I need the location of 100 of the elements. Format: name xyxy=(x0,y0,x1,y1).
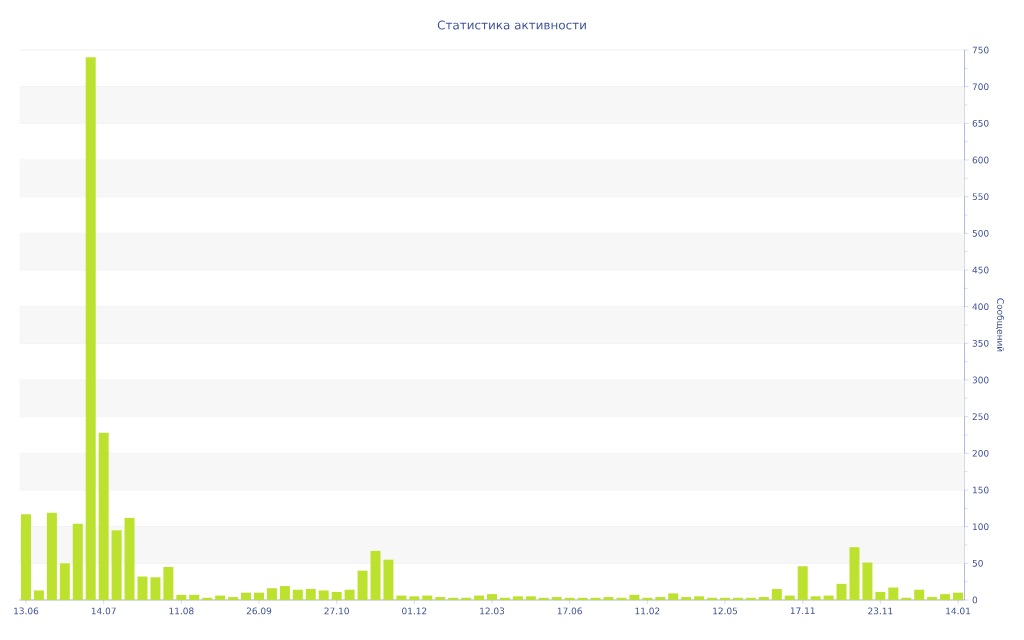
bar xyxy=(512,596,523,600)
bar xyxy=(176,594,187,600)
bar xyxy=(590,597,601,600)
y-tick-label: 150 xyxy=(973,486,989,494)
bar xyxy=(279,586,290,600)
bar xyxy=(642,597,653,600)
bar xyxy=(266,588,277,600)
bar xyxy=(111,530,122,600)
y-tick-label: 50 xyxy=(972,559,983,567)
y-tick-label: 100 xyxy=(973,523,989,531)
bar xyxy=(836,583,847,600)
bar xyxy=(370,550,381,600)
bar xyxy=(616,597,627,600)
bar xyxy=(901,597,912,600)
x-tick-label: 14.07 xyxy=(91,607,116,615)
chart-title: Статистика активности xyxy=(437,20,586,30)
bar xyxy=(499,597,510,600)
bar xyxy=(564,597,575,600)
bar xyxy=(331,591,342,600)
bar xyxy=(940,594,951,600)
bar xyxy=(422,595,433,600)
bar xyxy=(46,512,57,600)
bar xyxy=(461,597,472,600)
bar xyxy=(396,595,407,600)
x-tick-label: 23.11 xyxy=(868,607,893,615)
x-tick-label: 11.08 xyxy=(169,607,194,615)
y-tick-label: 650 xyxy=(972,119,989,127)
y-tick-label: 300 xyxy=(972,376,989,384)
bar xyxy=(344,589,355,600)
bar xyxy=(681,597,692,600)
bar xyxy=(241,592,252,600)
bar xyxy=(474,595,485,600)
y-tick-label: 250 xyxy=(972,413,989,421)
bar xyxy=(655,597,666,600)
x-tick-label: 27.10 xyxy=(324,607,349,615)
bar xyxy=(862,562,873,600)
y-tick-label: 700 xyxy=(972,83,989,91)
bar xyxy=(629,594,640,600)
y-tick-label: 750 xyxy=(972,46,989,54)
y-tick-label: 400 xyxy=(972,303,989,311)
x-tick-label: 12.03 xyxy=(480,607,505,615)
bar xyxy=(784,595,795,600)
x-tick-label: 17.06 xyxy=(557,607,582,615)
bar xyxy=(435,597,446,600)
bar xyxy=(577,597,588,600)
x-tick-label: 12.05 xyxy=(713,607,738,615)
bar xyxy=(59,563,70,600)
bar xyxy=(720,597,731,600)
bar xyxy=(551,597,562,600)
bar xyxy=(305,588,316,600)
bar xyxy=(745,597,756,600)
bar xyxy=(538,597,549,600)
bar xyxy=(914,589,925,600)
bar xyxy=(849,547,860,600)
bar xyxy=(254,592,264,600)
bar xyxy=(215,595,226,600)
x-tick-label: 01.12 xyxy=(402,607,427,615)
bar xyxy=(85,57,96,600)
bar xyxy=(202,597,213,600)
bar xyxy=(953,592,964,600)
y-tick-label: 500 xyxy=(972,229,989,237)
bar xyxy=(72,523,83,600)
bar xyxy=(810,596,821,600)
bar xyxy=(487,594,498,600)
bar xyxy=(20,514,31,600)
y-tick-label: 200 xyxy=(972,449,989,457)
bar xyxy=(823,595,834,600)
bar xyxy=(292,589,303,600)
bar xyxy=(668,593,679,600)
bar xyxy=(758,597,769,600)
bar xyxy=(732,597,743,600)
bar xyxy=(603,597,614,600)
bar xyxy=(137,576,148,600)
bar xyxy=(694,596,705,600)
bar xyxy=(228,597,239,600)
bar xyxy=(448,597,459,600)
bar xyxy=(163,566,174,600)
bar xyxy=(888,587,899,600)
bar xyxy=(771,588,782,600)
bar xyxy=(124,517,135,600)
y-tick-label: 600 xyxy=(972,156,989,164)
bar xyxy=(707,597,718,600)
y-tick-label: 0 xyxy=(972,596,978,604)
x-tick-label: 14.01 xyxy=(946,607,971,615)
x-tick-label: 13.06 xyxy=(14,607,39,615)
bar xyxy=(409,596,420,600)
bar xyxy=(383,559,394,600)
bar xyxy=(525,596,536,600)
bar xyxy=(318,590,329,600)
bar xyxy=(927,597,938,600)
bar xyxy=(189,594,200,600)
x-tick-label: 26.09 xyxy=(246,607,272,615)
bar xyxy=(875,591,886,600)
bar xyxy=(357,570,368,600)
y-tick-label: 450 xyxy=(972,266,989,274)
y-axis-title: Сообщений xyxy=(995,298,1005,352)
x-tick-label: 11.02 xyxy=(635,607,660,615)
y-tick-label: 350 xyxy=(972,339,989,347)
x-tick-label: 17.11 xyxy=(790,607,815,615)
bar xyxy=(150,577,161,600)
